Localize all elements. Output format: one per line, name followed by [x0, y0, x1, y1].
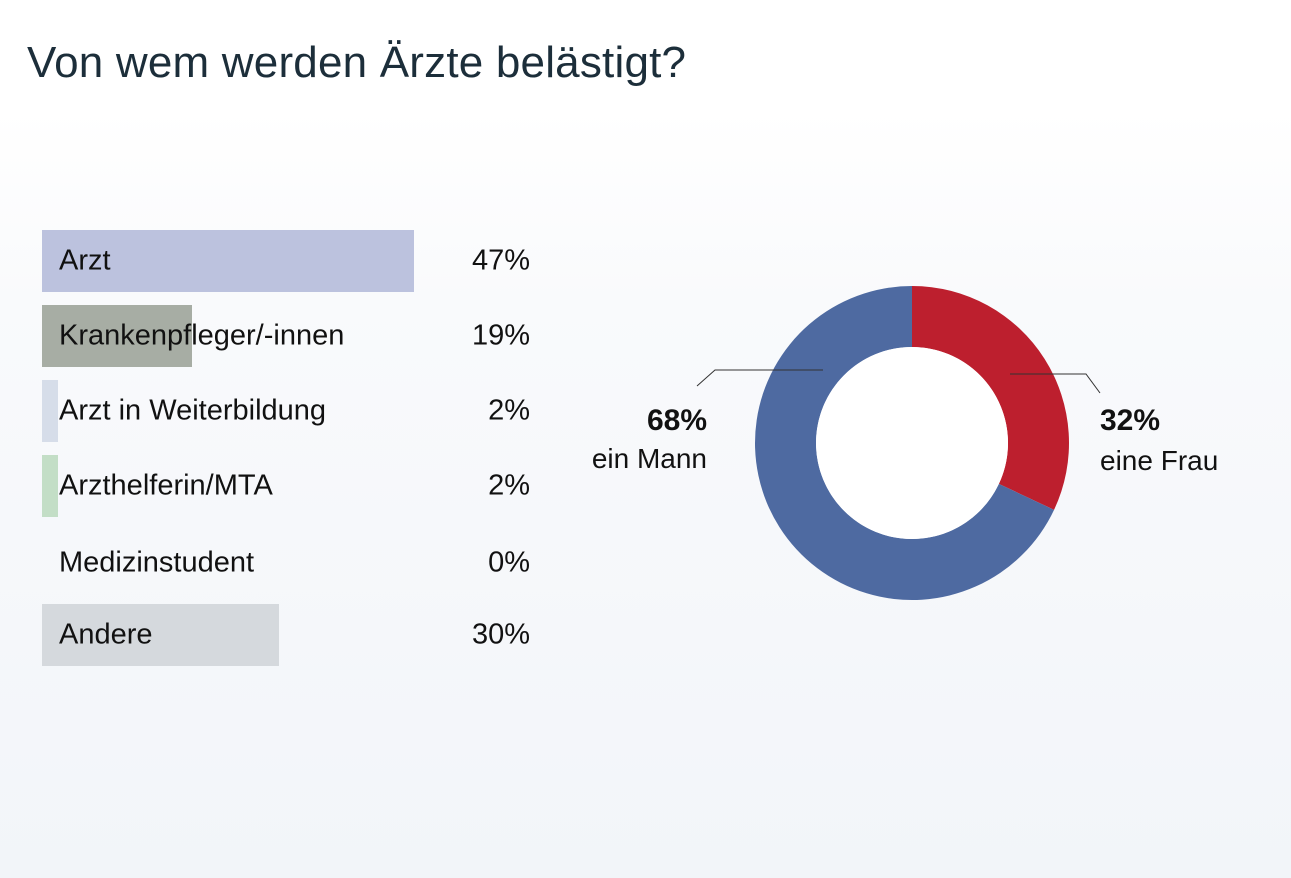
bar-row: Arzt in Weiterbildung 2%	[42, 380, 542, 442]
bar-value-label: 2%	[488, 394, 530, 427]
bar-value-label: 30%	[471, 618, 530, 651]
bar-value-label: 2%	[488, 469, 530, 502]
bar-label: Andere	[59, 618, 153, 651]
slice-name-label: ein Mann	[592, 443, 707, 474]
bar-value-label: 0%	[488, 546, 530, 579]
bar-row: Andere 30%	[42, 604, 542, 666]
bar-row: Krankenpfleger/-innen 19%	[42, 305, 542, 367]
bar-row: Arzthelferin/MTA 2%	[42, 455, 542, 517]
donut-slice	[912, 286, 1069, 510]
bar-label: Arzt in Weiterbildung	[59, 394, 327, 427]
bar	[42, 455, 58, 517]
bar-label: Krankenpfleger/-innen	[59, 319, 345, 352]
bar-value-label: 19%	[471, 319, 530, 352]
bar	[42, 604, 279, 666]
slice-name-label: eine Frau	[1100, 445, 1218, 476]
leader-line	[696, 369, 823, 387]
donut-hole	[816, 347, 1008, 539]
bar-row: Medizinstudent 0%	[42, 532, 542, 594]
bar	[42, 305, 192, 367]
bar-label: Medizinstudent	[59, 546, 255, 579]
bar-chart: Arzt 47% Krankenpfleger/-innen 19% Arzt in W…	[0, 0, 560, 878]
bar-label: Arzt	[59, 244, 111, 277]
bar-row: Arzt 47%	[42, 230, 542, 292]
donut-chart: 32% eine Frau 68% ein Mann	[592, 286, 1218, 600]
bar-label: Arzthelferin/MTA	[59, 469, 273, 502]
chart-title: Von wem werden Ärzte belästigt?	[27, 38, 687, 87]
bar	[42, 380, 58, 442]
bar-value-label: 47%	[471, 244, 530, 277]
slice-percent-label: 32%	[1100, 404, 1160, 437]
slice-percent-label: 68%	[647, 404, 707, 437]
leader-line	[1010, 373, 1101, 394]
donut-slice	[755, 286, 1055, 600]
bar	[42, 230, 414, 292]
